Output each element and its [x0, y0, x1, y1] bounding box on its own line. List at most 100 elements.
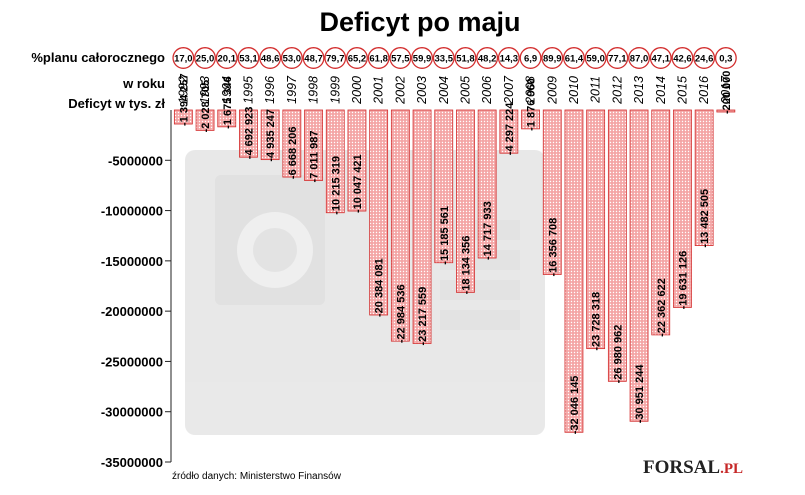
bar-2001	[369, 109, 389, 316]
value-label: -32 046 145	[569, 376, 581, 435]
percent-circle	[671, 47, 694, 69]
deficit-row-label: Deficyt w tys. zł	[68, 96, 165, 111]
year-label: 2000	[350, 76, 364, 105]
value-label: -1 675 346	[222, 76, 234, 129]
percent-label: 65,2	[348, 54, 367, 65]
bar-2005	[456, 109, 475, 293]
value-label: -23 217 559	[417, 287, 429, 346]
y-tick-label: -10000000	[101, 204, 163, 219]
percent-circle	[346, 47, 368, 69]
year-label: 2005	[458, 76, 472, 105]
value-label: -22 984 536	[395, 284, 407, 343]
year-label: 2001	[372, 76, 386, 105]
bar-2011	[586, 109, 606, 350]
bar-2004	[434, 109, 454, 264]
bar-2008	[521, 109, 540, 130]
bar-1997	[282, 109, 302, 178]
value-label: -2 028 705	[200, 80, 212, 133]
bar-2016	[694, 109, 714, 246]
year-label: 2006	[480, 76, 494, 105]
year-label: 2014	[654, 76, 668, 105]
value-label: -10 215 319	[330, 156, 342, 215]
bar-2000	[347, 109, 367, 212]
year-label: 2010	[567, 76, 581, 105]
percent-circle	[280, 47, 303, 69]
percent-circle	[194, 47, 217, 69]
percent-label: 59,0	[586, 54, 605, 65]
percent-label: 57,5	[391, 54, 410, 65]
percent-circle	[714, 47, 737, 69]
bar-1994	[217, 109, 237, 128]
year-label: 2004	[437, 76, 451, 105]
value-label: -16 356 708	[547, 218, 559, 277]
value-label: -15 185 561	[439, 206, 451, 265]
bar-2010	[564, 109, 584, 433]
year-label: 1996	[263, 76, 277, 104]
year-label: 1999	[328, 76, 342, 104]
value-label: -22 362 622	[656, 278, 668, 337]
percent-label: 89,9	[543, 54, 562, 65]
percent-circle	[454, 47, 477, 69]
year-label: 2003	[415, 76, 429, 105]
percent-label: 48,2	[478, 54, 497, 65]
year-label: 2016	[697, 76, 711, 105]
percent-circle	[563, 47, 585, 69]
percent-label: 25,0	[196, 54, 215, 65]
bar-2015	[673, 109, 692, 308]
chart-title: Deficyt po maju	[319, 7, 520, 37]
background-illustration	[185, 150, 545, 435]
year-label: 2009	[545, 76, 559, 105]
percent-circle	[476, 47, 499, 69]
percent-label: 61,4	[565, 54, 584, 65]
percent-circle	[302, 47, 325, 69]
percent-label: 14,3	[500, 54, 519, 65]
percent-circle	[432, 47, 455, 69]
value-label: -13 482 505	[699, 189, 711, 248]
value-label: -200 000	[721, 71, 733, 114]
value-label: -4 692 923	[243, 107, 255, 160]
year-label: 2013	[632, 76, 646, 105]
y-tick-label: -20000000	[101, 304, 163, 319]
percent-circle	[259, 47, 282, 69]
percent-label: 61,8	[369, 54, 388, 65]
value-label: -18 134 356	[460, 236, 472, 295]
percent-label: 77,1	[608, 54, 627, 65]
percent-plan-row-label: %planu całorocznego	[31, 50, 165, 65]
percent-label: 33,5	[435, 54, 454, 65]
percent-circle	[215, 47, 238, 69]
bar-1992	[173, 109, 193, 125]
value-label: -4 935 247	[265, 109, 277, 162]
bar-1998	[304, 109, 323, 181]
percent-label: 24,6	[695, 54, 714, 65]
year-label: 2017	[719, 75, 733, 105]
percent-label: 17,0	[174, 54, 193, 65]
in-year-row-label: w roku	[122, 76, 165, 91]
svg-text:FORSAL.PL: FORSAL.PL	[643, 457, 743, 478]
percent-label: 79,7	[326, 54, 345, 65]
percent-label: 51,8	[456, 54, 475, 65]
bar-2002	[390, 109, 410, 342]
percent-circle	[541, 47, 564, 69]
value-label: -26 980 962	[612, 325, 624, 384]
percent-label: 48,7	[304, 54, 323, 65]
y-tick-label: -5000000	[108, 153, 163, 168]
value-label: -1 876 960	[526, 78, 538, 131]
year-label: 1998	[307, 76, 321, 104]
year-label: 2008	[524, 76, 538, 105]
bar-2013	[629, 109, 649, 422]
value-label: -7 011 987	[309, 131, 321, 183]
year-labels: 1992 1993 1994 1995 1996 1997 1998 1999 2000 2001…	[176, 75, 733, 105]
percent-label: 59,9	[413, 54, 432, 65]
percent-circle	[497, 47, 520, 69]
percent-circle	[411, 47, 434, 69]
bars	[173, 109, 736, 433]
percent-circle	[649, 47, 672, 69]
percent-label: 53,1	[239, 54, 258, 65]
percent-label: 6,9	[524, 54, 537, 65]
value-label: -14 717 933	[482, 201, 494, 260]
percent-circle	[172, 47, 195, 69]
y-tick-label: -15000000	[101, 254, 163, 269]
year-label: 1993	[198, 76, 212, 104]
value-label: -1 394 257	[178, 73, 190, 126]
bar-2006	[477, 109, 497, 259]
